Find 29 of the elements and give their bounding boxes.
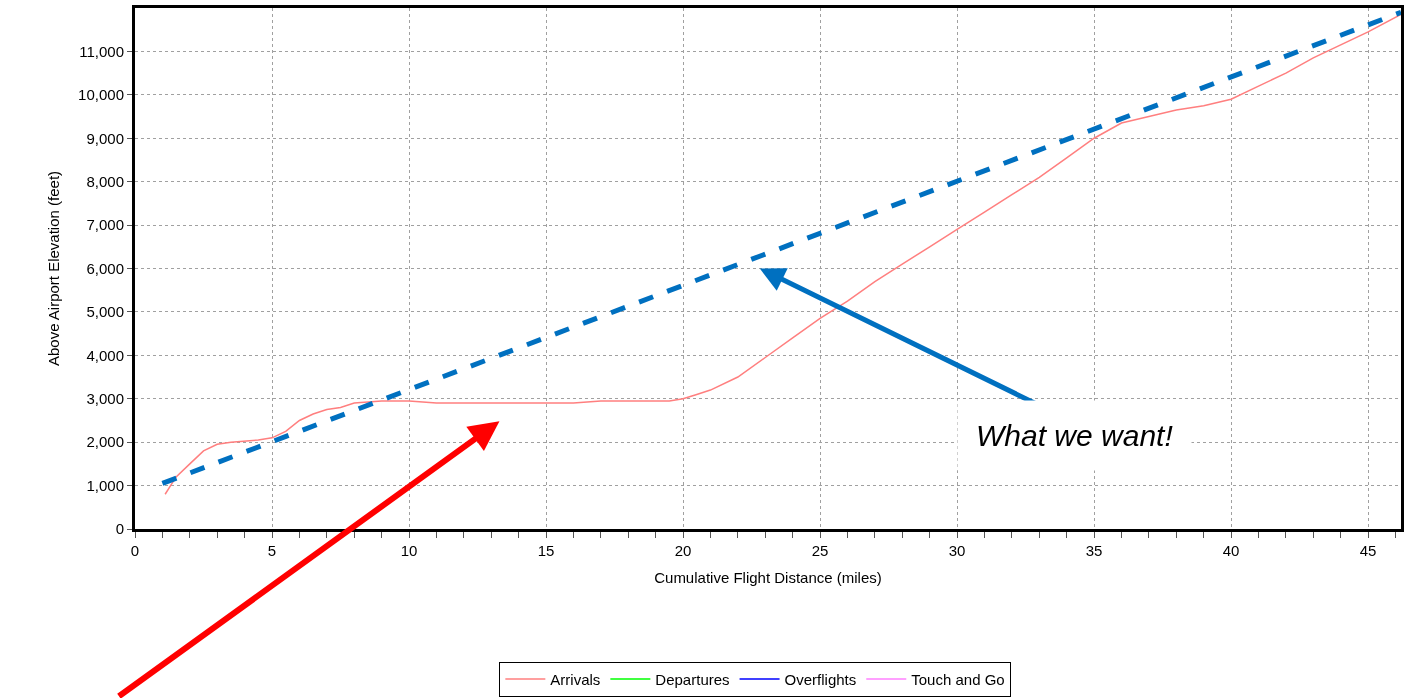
y-tick-label: 2,000 [86, 433, 124, 451]
y-tick-label: 7,000 [86, 216, 124, 234]
annotation: What we want! [976, 419, 1174, 452]
y-tick-label: 5,000 [86, 303, 124, 321]
x-axis-title: Cumulative Flight Distance (miles) [654, 569, 882, 586]
x-tick-label: 35 [1085, 542, 1103, 559]
x-tick-label: 20 [674, 542, 692, 559]
legend-label: Departures [655, 670, 730, 688]
x-tick-label: 25 [811, 542, 829, 559]
x-tick-label: 45 [1359, 542, 1377, 559]
legend-label: Overflights [784, 670, 857, 688]
legend-label: Arrivals [550, 670, 601, 688]
y-tick-label: 8,000 [86, 172, 124, 190]
x-tick-label: 15 [537, 542, 555, 559]
y-tick-label: 3,000 [86, 390, 124, 407]
x-tick-label: 30 [948, 542, 966, 559]
y-tick-label: 11,000 [79, 42, 124, 60]
y-tick-label: 4,000 [86, 346, 124, 364]
y-tick-label: 10,000 [78, 86, 124, 104]
x-tick-label: 0 [130, 542, 140, 559]
y-axis-title: Above Airport Elevation (feet) [45, 170, 63, 367]
x-tick-label: 40 [1222, 542, 1240, 559]
y-tick-label: 1,000 [86, 476, 124, 494]
x-tick-label: 10 [400, 542, 418, 559]
legend-label: Touch and Go [911, 670, 1005, 688]
y-tick-label: 6,000 [86, 259, 124, 277]
y-tick-label: 0 [115, 520, 124, 538]
y-tick-label: 9,000 [86, 129, 124, 147]
x-tick-label: 5 [267, 542, 277, 559]
